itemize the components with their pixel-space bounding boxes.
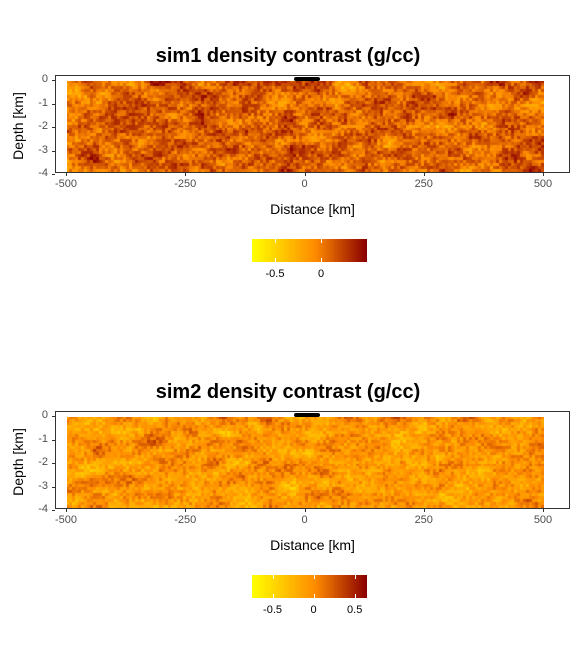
y-tick-mark [52, 416, 55, 417]
colorbar-gradient [252, 239, 367, 262]
colorbar-tick-label: -0.5 [263, 604, 283, 616]
survey-line-marker [293, 413, 320, 417]
y-tick-mark [52, 510, 55, 511]
y-tick-label: 0 [41, 73, 48, 85]
chart-panel-sim2: sim2 density contrast (g/cc) 0 -1 -2 -3 -4 -… [0, 336, 576, 672]
heatmap-canvas [67, 81, 544, 172]
colorbar-tick-label: 0 [310, 604, 317, 616]
y-tick-label: -4 [38, 503, 48, 515]
colorbar-tick [321, 239, 322, 243]
y-tick-label: -3 [38, 143, 48, 156]
chart-panel-sim1: sim1 density contrast (g/cc) 0 -1 -2 -3 -4 -… [10, 45, 570, 280]
x-tick-mark [185, 509, 187, 512]
y-tick-mark [52, 439, 55, 441]
x-axis-label: Distance [km] [270, 201, 355, 217]
x-tick-label: -500 [54, 178, 78, 190]
y-tick-label: -4 [38, 167, 48, 179]
y-tick-label: -1 [38, 96, 48, 109]
y-axis-label: Depth [km] [10, 92, 26, 160]
colorbar-gradient [252, 575, 367, 598]
x-tick-label: 0 [301, 514, 308, 526]
x-tick-mark [543, 509, 544, 512]
heatmap-plot-area [55, 75, 570, 173]
y-tick-mark [52, 150, 55, 152]
y-tick-mark [52, 174, 55, 175]
colorbar-tick-label: -0.5 [265, 268, 285, 280]
colorbar-tick [354, 594, 356, 598]
colorbar-legend [252, 575, 367, 598]
chart-title: sim1 density contrast (g/cc) [155, 45, 421, 67]
x-tick-mark [423, 509, 425, 512]
x-tick-label: 500 [533, 514, 553, 526]
y-tick-mark [52, 103, 55, 105]
x-tick-label: 250 [414, 514, 433, 526]
colorbar-tick [313, 594, 315, 598]
x-tick-mark [304, 509, 306, 512]
y-tick-label: -3 [38, 479, 48, 492]
colorbar-tick [275, 258, 276, 262]
y-tick-mark [52, 486, 55, 488]
y-tick-mark [52, 463, 55, 464]
x-tick-mark [66, 509, 67, 512]
survey-line-marker [293, 77, 320, 81]
y-tick-label: -1 [38, 432, 48, 445]
x-axis-label: Distance [km] [270, 537, 355, 553]
colorbar-tick-label: 0.5 [347, 604, 363, 616]
heatmap-plot-area [55, 411, 570, 509]
x-tick-label: -250 [174, 178, 197, 190]
x-tick-mark [66, 173, 67, 176]
x-tick-mark [423, 173, 425, 176]
x-tick-label: -500 [54, 514, 78, 526]
colorbar-tick [272, 575, 274, 579]
x-tick-mark [185, 173, 187, 176]
y-tick-label: -2 [38, 456, 48, 468]
x-tick-label: 250 [414, 178, 433, 190]
colorbar-tick [321, 258, 322, 262]
x-tick-label: 500 [533, 178, 553, 190]
colorbar-tick [313, 575, 315, 579]
y-tick-mark [52, 80, 55, 81]
x-tick-mark [304, 173, 306, 176]
x-tick-label: 0 [301, 178, 308, 190]
colorbar-tick [272, 594, 274, 598]
x-tick-mark [543, 173, 544, 176]
colorbar-tick [354, 575, 356, 579]
chart-title: sim2 density contrast (g/cc) [155, 381, 421, 403]
y-tick-mark [52, 127, 55, 128]
colorbar-tick [275, 239, 276, 243]
x-tick-label: -250 [174, 514, 197, 526]
colorbar-tick-label: 0 [317, 268, 325, 280]
heatmap-canvas [67, 417, 544, 508]
y-tick-label: 0 [41, 409, 48, 421]
colorbar-legend [252, 239, 367, 262]
y-tick-label: -2 [38, 120, 48, 132]
y-axis-label: Depth [km] [10, 428, 26, 496]
